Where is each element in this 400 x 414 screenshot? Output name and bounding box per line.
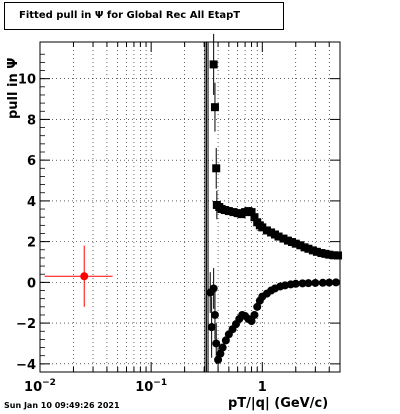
data-point-square [262, 226, 271, 235]
data-point-circle [212, 339, 221, 348]
data-point-circle [291, 279, 300, 288]
data-point-square [229, 208, 238, 217]
data-point-circle [210, 310, 219, 319]
data-markers [80, 60, 343, 364]
data-point-square [250, 213, 259, 222]
title-box: Fitted pull in Ψ for Global Rec All Etap… [4, 2, 284, 30]
data-point-square [212, 164, 221, 173]
x-axis-label: pT/|q| (GeV/c) [228, 396, 329, 411]
data-point-square [220, 206, 229, 215]
plot-frame [39, 41, 341, 373]
data-point-circle [218, 343, 227, 352]
data-point-square [317, 249, 326, 258]
y-tick-label: 2 [27, 236, 36, 251]
data-point-square [291, 239, 300, 248]
y-tick-label: 0 [27, 276, 36, 291]
data-point-square [209, 60, 218, 69]
data-point-square [308, 246, 317, 255]
data-point-square [247, 208, 256, 217]
data-point-square [274, 232, 283, 241]
x-tick-label: 10−1 [135, 378, 167, 395]
timestamp: Sun Jan 10 09:49:26 2021 [4, 401, 120, 410]
data-point-circle [247, 317, 256, 326]
data-point-circle [80, 272, 89, 281]
y-tick-label: −4 [16, 358, 36, 373]
data-point-circle [216, 349, 225, 358]
data-point-circle [209, 284, 218, 293]
data-point-square [304, 244, 313, 253]
x-tick-label: 10−2 [24, 378, 56, 395]
data-point-square [258, 223, 267, 232]
grid-lines [39, 42, 341, 372]
data-point-square [312, 247, 321, 256]
data-point-circle [221, 336, 230, 345]
data-point-circle [304, 279, 313, 288]
data-point-square [329, 251, 338, 260]
data-point-square [210, 103, 219, 112]
y-tick-label: 8 [27, 113, 36, 128]
data-point-circle [298, 279, 307, 288]
data-point-circle [318, 278, 327, 287]
data-point-circle [250, 310, 259, 319]
y-tick-label: −2 [16, 317, 36, 332]
data-point-circle [253, 302, 262, 311]
data-point-circle [311, 278, 320, 287]
data-point-square [283, 236, 292, 245]
y-axis-label: pull in Ψ [6, 57, 21, 119]
axis-tick-labels: −4 −2 0 2 4 6 8 10 10−2 10−1 1 [16, 73, 267, 395]
x-tick-label: 1 [258, 380, 267, 395]
data-point-square [334, 251, 343, 260]
data-point-square [296, 241, 305, 250]
vertical-error-lines [204, 42, 209, 372]
axes-frame [39, 41, 341, 373]
chart-title: Fitted pull in Ψ for Global Rec All Etap… [19, 10, 241, 21]
y-tick-label: 6 [27, 154, 36, 169]
error-bars [44, 33, 219, 372]
data-point-circle [325, 278, 334, 287]
data-point-square [325, 250, 334, 259]
data-point-circle [207, 323, 216, 332]
data-point-square [279, 234, 288, 243]
axis-ticks [39, 42, 341, 372]
y-tick-label: 10 [18, 73, 36, 88]
y-tick-label: 4 [27, 195, 36, 210]
data-point-circle [214, 355, 223, 364]
data-point-square [224, 207, 233, 216]
